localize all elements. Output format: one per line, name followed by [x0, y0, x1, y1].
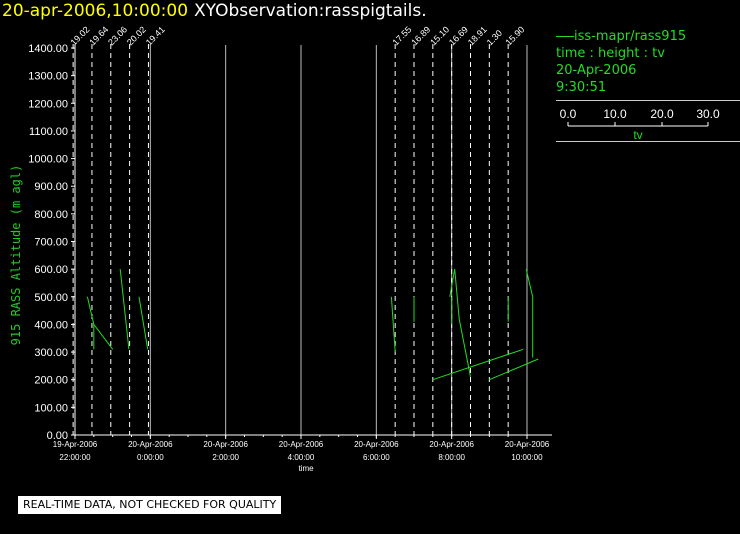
profile-label: 15.10 — [428, 24, 451, 47]
series-segment — [525, 268, 534, 358]
series-lines — [86, 268, 539, 381]
profile-label: 16.89 — [409, 24, 432, 47]
y-tick-label: 1300.00 — [28, 71, 68, 83]
legend-scale-tick: 30.0 — [696, 107, 720, 121]
profile-label: 20.02 — [125, 24, 148, 47]
series-segment — [390, 296, 396, 353]
x-tick-time: 6:00:00 — [363, 453, 390, 462]
series-segment — [449, 269, 471, 377]
title-date: 20-apr-2006,10:00:00 — [2, 1, 189, 21]
profile-label: 17.55 — [391, 24, 414, 47]
series-segment — [86, 296, 114, 350]
axes: 0.00 100.00 200.00 300.00 400.00 500.00 600.00… — [28, 43, 552, 462]
series-segment — [432, 348, 524, 381]
profile-label: 19.64 — [87, 24, 110, 47]
profile-label: 19.41 — [144, 24, 167, 47]
legend-scale: 0.0 10.0 20.0 30.0 tv — [560, 107, 720, 142]
y-tick-label: 1000.00 — [28, 154, 68, 166]
legend-scale-tick: 10.0 — [603, 107, 627, 121]
x-tick-date: 20-Apr-2006 — [429, 440, 474, 449]
y-tick-label: 200.00 — [34, 375, 68, 387]
series-segment — [119, 269, 130, 350]
legend-scale-tick: 0.0 — [560, 107, 577, 121]
legend-time: 9:30:51 — [556, 80, 607, 95]
series-segment — [489, 358, 539, 381]
legend-date: 20-Apr-2006 — [556, 63, 637, 78]
x-tick-time: 0:00:00 — [137, 453, 164, 462]
profile-label: 18.91 — [466, 24, 489, 47]
x-tick-date: 20-Apr-2006 — [203, 440, 248, 449]
legend-panel: iss-mapr/rass915 time : height : tv 20-A… — [556, 28, 740, 142]
y-tick-label: 800.00 — [34, 209, 68, 221]
title-observation: XYObservation:rasspigtails. — [194, 1, 427, 21]
profile-label: 15.90 — [504, 24, 527, 47]
x-axis-label: time — [298, 464, 314, 473]
y-tick-label: 1100.00 — [29, 126, 68, 138]
y-tick-label: 1400.00 — [28, 43, 68, 55]
legend-divider-top — [556, 100, 740, 101]
x-tick-date: 19-Apr-2006 — [53, 440, 98, 449]
y-tick-label: 900.00 — [34, 181, 68, 193]
legend-caption: time : height : tv — [556, 46, 665, 61]
y-tick-label: 1200.00 — [28, 98, 68, 110]
x-tick-time: 4:00:00 — [288, 453, 315, 462]
y-axis-label: 915 RASS Altitude (m agl) — [9, 165, 23, 346]
profile-label: 23.06 — [106, 24, 129, 47]
legend-series-label: iss-mapr/rass915 — [574, 29, 687, 44]
y-tick-label: 0.00 — [47, 430, 68, 442]
y-tick-label: 300.00 — [34, 347, 68, 359]
profile-label: 19.02 — [68, 24, 91, 47]
legend-divider-bottom — [556, 141, 740, 142]
page-title: 20-apr-2006,10:00:00 XYObservation:rasspi… — [2, 0, 427, 22]
x-tick-time: 22:00:00 — [59, 453, 91, 462]
x-tick-date: 20-Apr-2006 — [279, 440, 324, 449]
grid — [74, 45, 528, 435]
y-tick-label: 100.00 — [34, 402, 68, 414]
legend-scale-tick: 20.0 — [650, 107, 674, 121]
legend-series: iss-mapr/rass915 — [556, 28, 740, 45]
x-tick-time: 8:00:00 — [438, 453, 465, 462]
profile-label: 16.69 — [447, 24, 470, 47]
x-tick-date: 20-Apr-2006 — [354, 440, 399, 449]
x-tick-date: 20-Apr-2006 — [505, 440, 550, 449]
x-tick-time: 2:00:00 — [212, 453, 239, 462]
profile-label: 1.30 — [485, 28, 504, 47]
x-tick-date: 20-Apr-2006 — [128, 440, 173, 449]
legend-swatch — [556, 36, 574, 37]
x-tick-time: 10:00:00 — [511, 453, 543, 462]
y-tick-label: 600.00 — [34, 264, 68, 276]
legend-scale-label: tv — [633, 128, 642, 142]
quality-notice: REAL-TIME DATA, NOT CHECKED FOR QUALITY — [18, 496, 282, 514]
y-tick-label: 700.00 — [34, 237, 68, 249]
y-tick-label: 400.00 — [34, 319, 68, 331]
series-segment — [138, 296, 149, 350]
y-tick-label: 500.00 — [34, 292, 68, 304]
